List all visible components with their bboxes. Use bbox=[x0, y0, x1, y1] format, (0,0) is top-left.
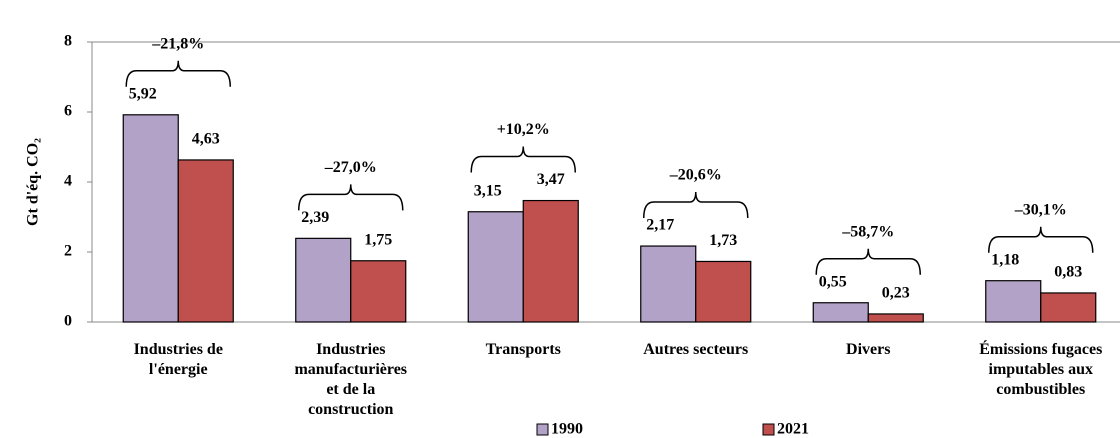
bar bbox=[867, 313, 924, 323]
x-tick-label: Transports bbox=[485, 341, 561, 358]
bar bbox=[350, 260, 407, 323]
annotation: –58,7% bbox=[841, 223, 894, 240]
bar bbox=[177, 159, 234, 323]
legend-swatch bbox=[536, 423, 549, 436]
bracket bbox=[470, 146, 576, 173]
x-tick-label: Industries manufacturières et de la cons… bbox=[294, 341, 408, 418]
x-tick-label: Émissions fugaces imputables aux combust… bbox=[979, 341, 1103, 398]
annotation: –27,0% bbox=[324, 159, 377, 176]
x-tick-label: Industries de l'énergie bbox=[133, 341, 223, 378]
legend-label: 2021 bbox=[777, 421, 809, 438]
y-axis-label: Gt d'éq. CO₂ bbox=[25, 138, 42, 226]
bracket bbox=[125, 60, 231, 87]
bracket bbox=[988, 226, 1094, 253]
data-label: 5,92 bbox=[129, 85, 157, 102]
data-label: 2,17 bbox=[646, 217, 674, 234]
bar bbox=[985, 280, 1042, 323]
y-tick-label: 8 bbox=[64, 33, 72, 50]
data-label: 1,18 bbox=[991, 251, 1019, 268]
legend-swatch bbox=[762, 423, 775, 436]
bar bbox=[295, 237, 352, 323]
data-label: 0,83 bbox=[1054, 264, 1082, 281]
data-label: 3,15 bbox=[474, 182, 502, 199]
data-label: 4,63 bbox=[192, 131, 220, 148]
data-label: 0,55 bbox=[819, 273, 847, 290]
data-label: 3,47 bbox=[537, 171, 565, 188]
data-label: 2,39 bbox=[301, 209, 329, 226]
bracket bbox=[815, 248, 921, 275]
data-label: 1,75 bbox=[364, 231, 392, 248]
y-tick-label: 2 bbox=[64, 243, 72, 260]
annotation: –21,8% bbox=[151, 35, 204, 52]
bracket bbox=[298, 184, 404, 211]
bar bbox=[695, 260, 752, 323]
bar bbox=[522, 199, 579, 323]
annotation: +10,2% bbox=[497, 121, 550, 138]
bracket bbox=[643, 192, 749, 219]
bar bbox=[122, 114, 179, 323]
data-label: 1,73 bbox=[709, 232, 737, 249]
bar bbox=[640, 245, 697, 323]
x-tick-label: Autres secteurs bbox=[643, 341, 749, 358]
data-label: 0,23 bbox=[882, 285, 910, 302]
x-tick-label: Divers bbox=[846, 341, 891, 358]
y-tick-label: 4 bbox=[64, 173, 72, 190]
bar bbox=[467, 211, 524, 323]
bar bbox=[1040, 292, 1097, 323]
annotation: –20,6% bbox=[669, 167, 722, 184]
annotation: –30,1% bbox=[1014, 201, 1067, 218]
y-tick-label: 0 bbox=[64, 313, 72, 330]
legend-label: 1990 bbox=[551, 421, 583, 438]
bar bbox=[812, 302, 869, 323]
y-tick-label: 6 bbox=[64, 103, 72, 120]
